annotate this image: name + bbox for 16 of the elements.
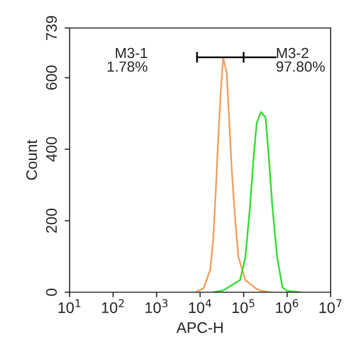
x-tick-label: 10$^{1}$ [58, 299, 80, 314]
x-axis-title: APC-H [176, 322, 223, 333]
x-tick-label: 10$^{6}$ [276, 299, 298, 314]
y-tick-label: 600 [46, 66, 57, 90]
annotation: M3-1 1.78% [108, 48, 148, 72]
x-tick-label: 10$^{3}$ [146, 299, 168, 314]
x-tick-label: 10$^{7}$ [320, 299, 342, 314]
y-tick-label: 739 [46, 16, 57, 40]
x-tick-label: 10$^{2}$ [102, 299, 124, 314]
x-tick-label: 10$^{5}$ [232, 299, 254, 314]
y-tick-label: 0 [46, 288, 57, 296]
y-tick-label: 400 [46, 137, 57, 162]
y-tick-label: 200 [46, 208, 57, 233]
annotation: M3-2 97.80% [276, 48, 325, 72]
x-tick-label: 10$^{4}$ [189, 299, 212, 314]
y-axis-title: Count [26, 140, 38, 180]
